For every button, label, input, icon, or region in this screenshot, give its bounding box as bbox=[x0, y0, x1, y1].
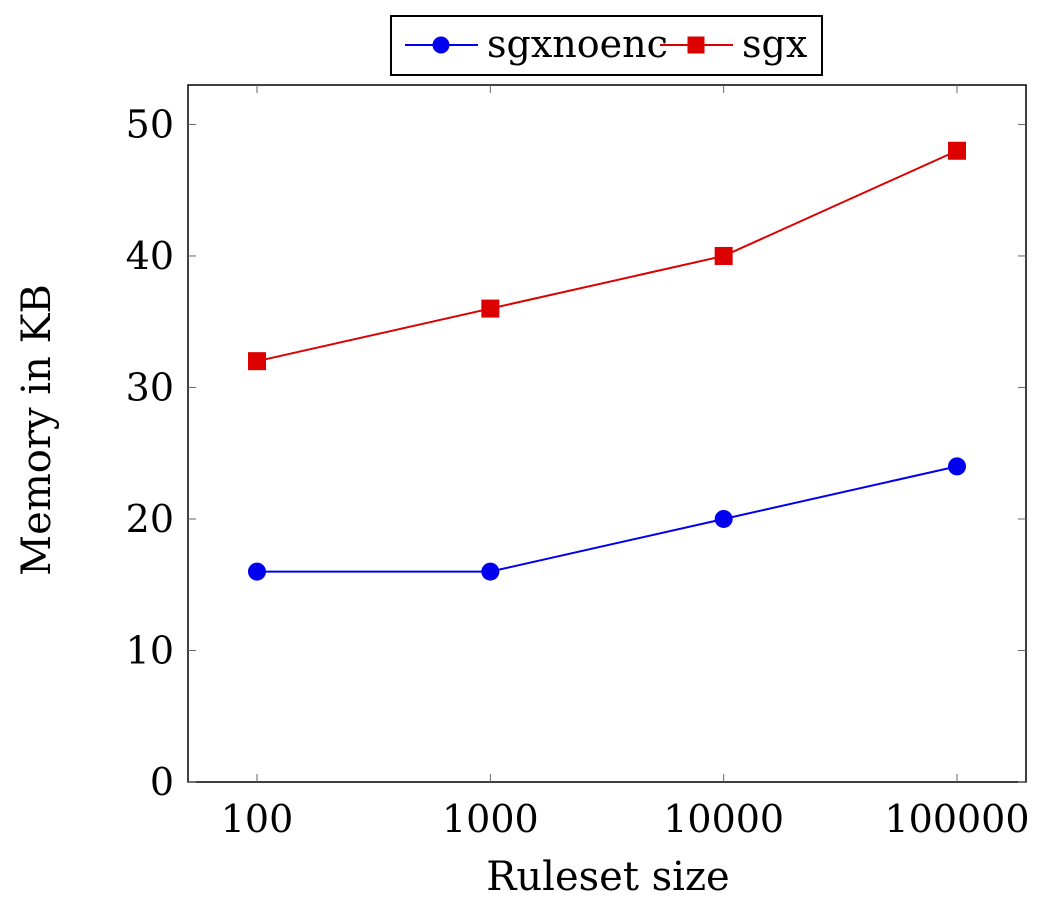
series-sgxnoenc bbox=[248, 457, 966, 581]
data-point-sgxnoenc bbox=[714, 509, 733, 528]
legend-marker-sgxnoenc bbox=[432, 36, 450, 54]
y-axis-ticks: 0 10 20 30 40 50 bbox=[126, 102, 1026, 804]
legend-marker-sgx bbox=[687, 36, 705, 54]
y-tick-label: 20 bbox=[126, 497, 174, 541]
x-tick-label: 1000 bbox=[442, 797, 539, 841]
x-axis-label: Ruleset size bbox=[486, 854, 729, 900]
y-tick-label: 0 bbox=[150, 760, 174, 804]
data-point-sgx bbox=[481, 299, 500, 318]
series-layer bbox=[248, 141, 966, 581]
plot-frame bbox=[187, 84, 1027, 783]
series-line-sgx bbox=[256, 149, 958, 363]
data-point-sgx bbox=[948, 141, 966, 160]
y-tick-label: 40 bbox=[126, 234, 174, 278]
y-axis-label: Memory in KB bbox=[14, 284, 60, 576]
data-point-sgxnoenc bbox=[481, 562, 500, 581]
x-axis-ticks: 100 1000 10000 100000 bbox=[221, 85, 1030, 841]
y-tick-label: 10 bbox=[126, 628, 174, 672]
y-tick-label: 30 bbox=[126, 365, 174, 409]
series-sgx bbox=[248, 141, 966, 371]
x-tick-label: 10000 bbox=[663, 797, 784, 841]
series-line-sgxnoenc bbox=[257, 465, 958, 573]
data-point-sgxnoenc bbox=[248, 562, 266, 581]
data-point-sgxnoenc bbox=[948, 457, 966, 476]
legend: sgxnoenc sgx bbox=[390, 15, 823, 76]
legend-label-sgxnoenc: sgxnoenc bbox=[487, 22, 668, 66]
data-point-sgx bbox=[714, 246, 733, 265]
legend-label-sgx: sgx bbox=[742, 22, 807, 66]
data-point-sgx bbox=[248, 352, 266, 371]
y-tick-label: 50 bbox=[126, 102, 174, 146]
plot-area-border bbox=[187, 84, 1027, 783]
x-tick-label: 100000 bbox=[884, 797, 1029, 841]
x-tick-label: 100 bbox=[221, 797, 294, 841]
